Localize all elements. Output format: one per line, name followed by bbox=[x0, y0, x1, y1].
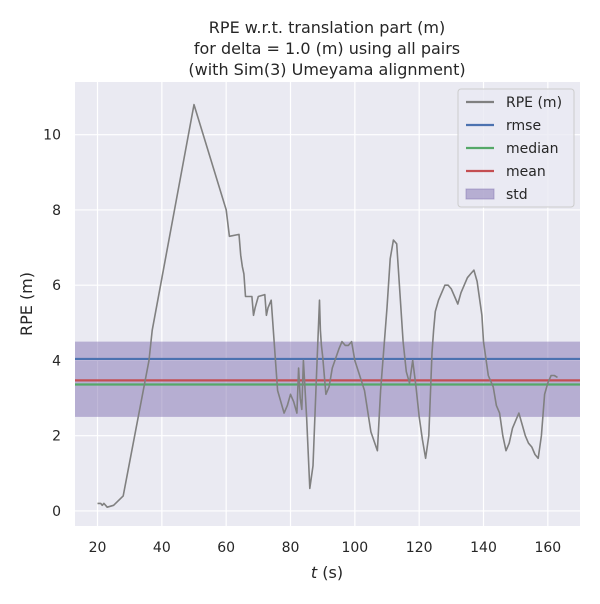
x-tick-label-20: 20 bbox=[89, 540, 107, 556]
chart-title-line-1: RPE w.r.t. translation part (m) bbox=[209, 18, 445, 37]
x-tick-label-40: 40 bbox=[153, 540, 171, 556]
legend-label-rpe-m: RPE (m) bbox=[506, 95, 562, 111]
tick-labels-layer: 20 40 60 80 100 120 140 160 0 2 4 6 8 10 bbox=[43, 128, 561, 556]
y-tick-label-4: 4 bbox=[52, 353, 61, 369]
series-layer bbox=[97, 103, 558, 509]
y-tick-label-0: 0 bbox=[52, 504, 61, 520]
legend: RPE (m) rmse median mean std bbox=[457, 88, 575, 208]
legend-label-std: std bbox=[506, 187, 528, 203]
stat-lines-layer bbox=[75, 357, 580, 386]
std-band-layer bbox=[75, 341, 580, 417]
x-tick-label-100: 100 bbox=[341, 540, 368, 556]
std-band bbox=[75, 341, 580, 417]
legend-label-median: median bbox=[506, 141, 558, 157]
y-tick-label-6: 6 bbox=[52, 278, 61, 294]
legend-label-mean: mean bbox=[506, 164, 546, 180]
chart-title-line-3: (with Sim(3) Umeyama alignment) bbox=[188, 60, 465, 79]
x-tick-label-120: 120 bbox=[406, 540, 433, 556]
x-tick-label-60: 60 bbox=[217, 540, 235, 556]
x-axis-label-var: t bbox=[311, 563, 318, 582]
y-tick-label-10: 10 bbox=[43, 128, 61, 144]
rpe-series-line bbox=[97, 103, 558, 509]
x-axis-label: t (s) bbox=[311, 563, 343, 582]
legend-frame bbox=[457, 88, 575, 208]
x-tick-label-140: 140 bbox=[470, 540, 497, 556]
legend-label-rmse: rmse bbox=[506, 118, 541, 134]
x-tick-label-160: 160 bbox=[534, 540, 561, 556]
y-tick-label-8: 8 bbox=[52, 203, 61, 219]
legend-swatch-std bbox=[465, 188, 495, 200]
y-tick-label-2: 2 bbox=[52, 429, 61, 445]
y-axis-label: RPE (m) bbox=[17, 272, 36, 336]
chart-title-line-2: for delta = 1.0 (m) using all pairs bbox=[194, 39, 460, 58]
x-axis-label-unit: (s) bbox=[317, 563, 343, 582]
x-tick-label-80: 80 bbox=[282, 540, 300, 556]
